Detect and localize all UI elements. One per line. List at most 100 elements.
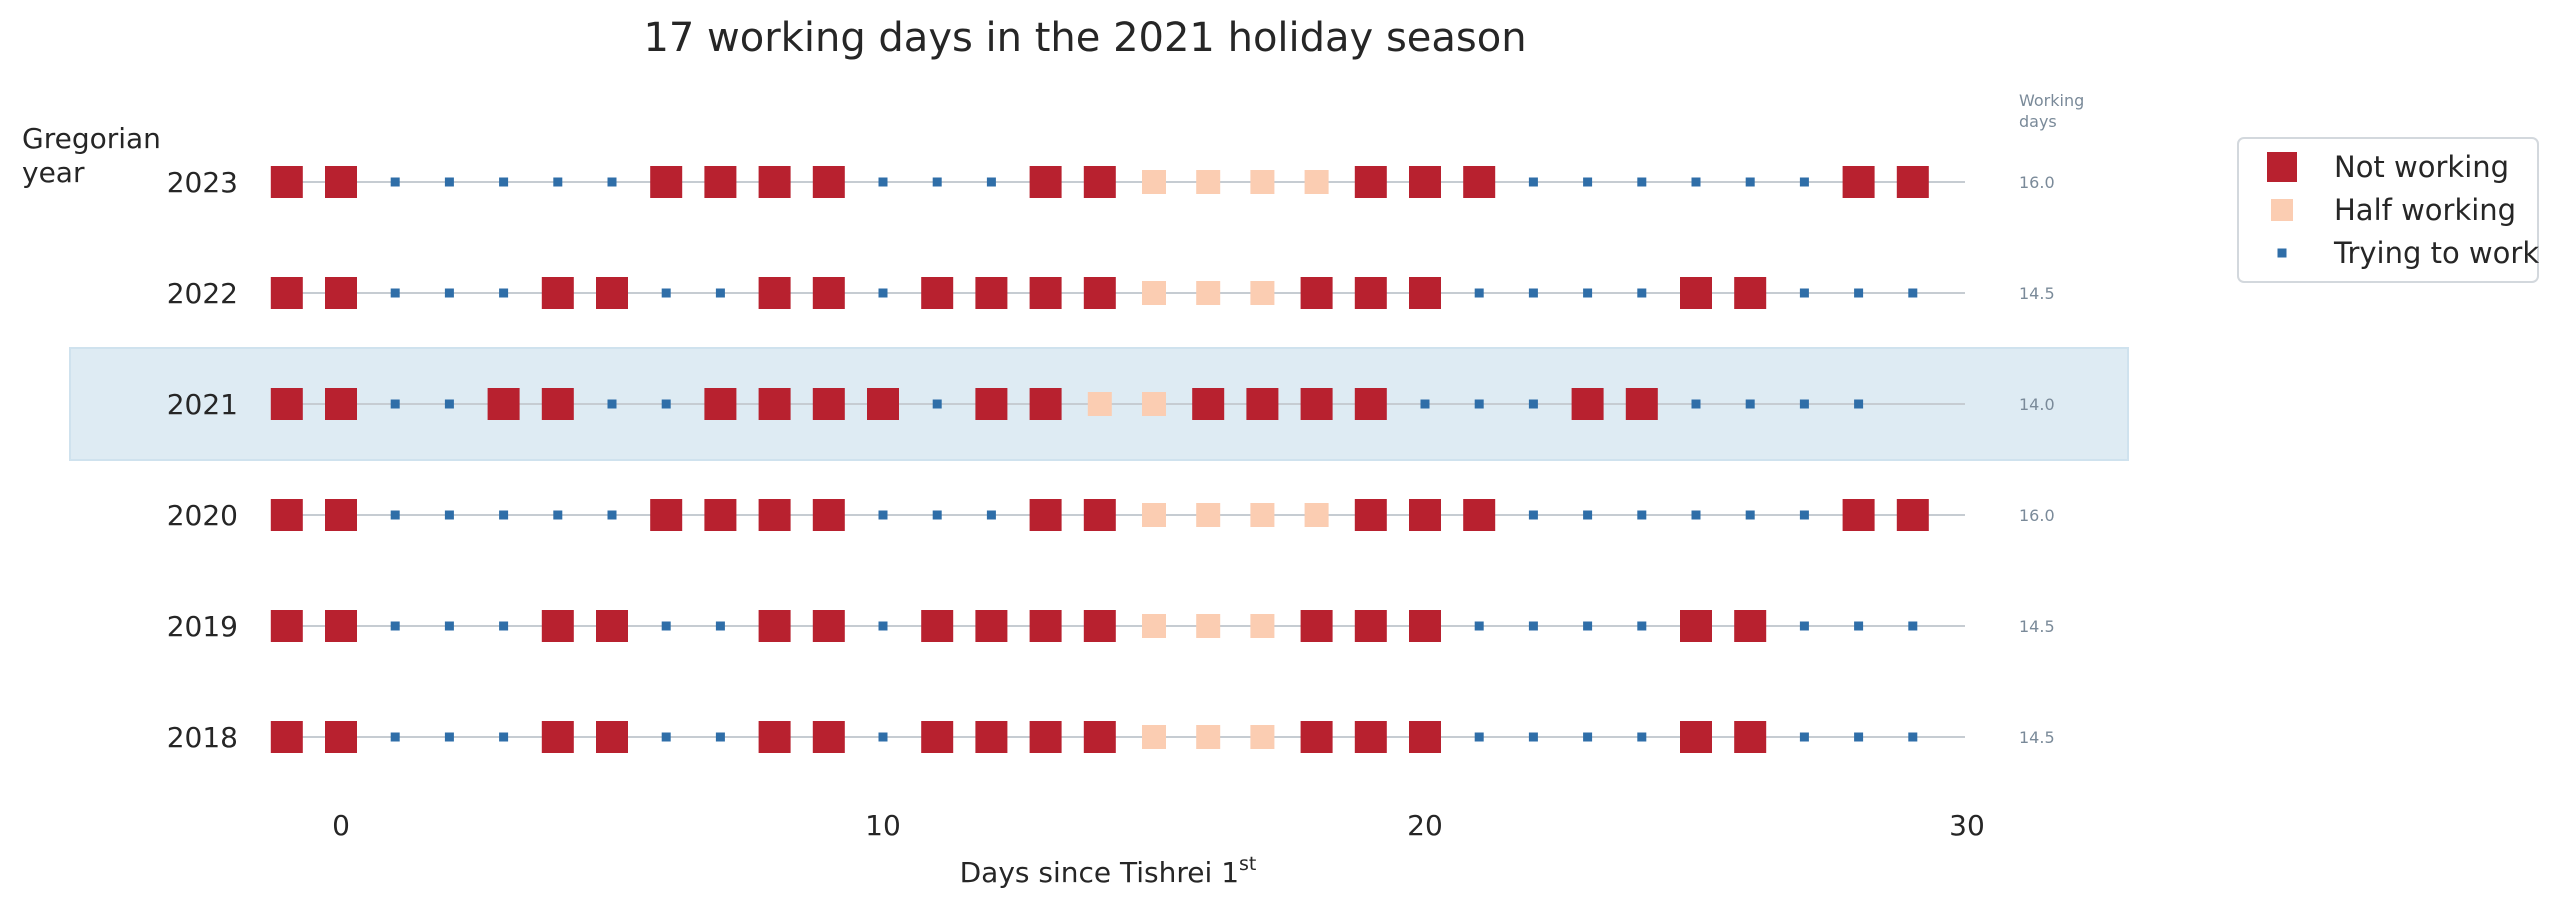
legend-label: Half working	[2334, 193, 2516, 227]
day-marker-half-working	[1250, 170, 1275, 194]
day-marker-not-working	[325, 721, 357, 753]
day-marker-not-working	[1409, 721, 1441, 753]
day-marker-not-working	[1354, 610, 1387, 642]
day-marker-not-working	[704, 499, 737, 531]
day-marker-not-working	[1354, 166, 1387, 198]
legend-marker-half-working	[2271, 199, 2293, 221]
day-marker-not-working	[487, 388, 520, 420]
day-marker-not-working	[270, 166, 303, 198]
day-marker-not-working	[1083, 610, 1116, 642]
day-marker-trying	[1528, 621, 1538, 631]
day-marker-trying	[1854, 732, 1864, 742]
day-marker-not-working	[270, 277, 303, 309]
year-row-2020: 2020 16.0	[167, 499, 2055, 532]
day-marker-not-working	[1029, 388, 1062, 420]
day-marker-trying	[1528, 399, 1538, 409]
chart-title: 17 working days in the 2021 holiday seas…	[643, 15, 1526, 61]
day-marker-not-working	[867, 388, 899, 420]
day-marker-not-working	[1896, 499, 1929, 531]
day-marker-not-working	[812, 166, 845, 198]
day-marker-trying	[444, 288, 454, 298]
day-marker-not-working	[758, 610, 791, 642]
x-tick-label: 0	[332, 809, 350, 842]
year-row-2021: 2021 14.0	[167, 388, 2055, 421]
day-marker-not-working	[1354, 721, 1387, 753]
day-marker-not-working	[758, 499, 791, 531]
year-row-2019: 2019 14.5	[167, 610, 2055, 643]
y-tick-label: 2018	[167, 721, 238, 754]
day-marker-not-working	[1842, 166, 1875, 198]
day-marker-trying	[1583, 621, 1593, 631]
day-marker-trying	[1583, 732, 1593, 742]
day-marker-trying	[607, 510, 617, 520]
day-marker-not-working	[1680, 610, 1712, 642]
day-marker-trying	[661, 399, 671, 409]
day-marker-not-working	[1354, 388, 1387, 420]
day-marker-trying	[878, 510, 888, 520]
legend: Not working Half working Trying to work	[2237, 137, 2539, 283]
day-marker-not-working	[1571, 388, 1604, 420]
day-marker-not-working	[975, 610, 1008, 642]
day-marker-not-working	[270, 388, 303, 420]
day-marker-trying	[1799, 510, 1809, 520]
day-marker-trying	[444, 732, 454, 742]
day-marker-not-working	[1354, 499, 1387, 531]
day-marker-trying	[390, 732, 400, 742]
day-marker-not-working	[1029, 721, 1062, 753]
day-marker-trying	[1637, 288, 1647, 298]
day-marker-not-working	[1734, 610, 1767, 642]
day-marker-trying	[1908, 288, 1918, 298]
day-marker-not-working	[975, 277, 1008, 309]
day-marker-not-working	[704, 388, 737, 420]
day-marker-not-working	[1300, 610, 1333, 642]
legend-marker-trying	[2277, 248, 2287, 258]
day-marker-half-working	[1142, 392, 1166, 416]
day-marker-half-working	[1250, 503, 1275, 527]
day-marker-trying	[390, 621, 400, 631]
day-marker-half-working	[1250, 725, 1275, 749]
day-marker-not-working	[270, 721, 303, 753]
day-marker-trying	[1583, 177, 1593, 187]
year-row-2018: 2018 14.5	[167, 721, 2055, 754]
day-marker-not-working	[1029, 499, 1062, 531]
day-marker-trying	[444, 177, 454, 187]
day-marker-not-working	[650, 499, 683, 531]
y-tick-label: 2020	[167, 499, 238, 532]
day-marker-not-working	[1029, 166, 1062, 198]
day-marker-half-working	[1250, 281, 1275, 305]
day-marker-half-working	[1142, 614, 1166, 638]
day-marker-not-working	[1409, 610, 1441, 642]
day-marker-trying	[1854, 399, 1864, 409]
day-marker-not-working	[270, 499, 303, 531]
day-marker-trying	[986, 510, 996, 520]
day-marker-not-working	[921, 721, 954, 753]
day-marker-not-working	[596, 277, 628, 309]
day-marker-trying	[715, 621, 725, 631]
day-marker-not-working	[1029, 277, 1062, 309]
day-marker-half-working	[1142, 170, 1166, 194]
day-marker-not-working	[812, 388, 845, 420]
day-marker-not-working	[1680, 721, 1712, 753]
y-tick-label: 2019	[167, 610, 238, 643]
day-marker-not-working	[325, 499, 357, 531]
day-marker-not-working	[975, 388, 1008, 420]
day-marker-not-working	[650, 166, 683, 198]
day-marker-trying	[1691, 399, 1701, 409]
day-marker-trying	[986, 177, 996, 187]
day-marker-half-working	[1304, 503, 1329, 527]
day-marker-half-working	[1087, 392, 1112, 416]
day-marker-trying	[390, 510, 400, 520]
legend-marker-not-working	[2267, 152, 2297, 182]
day-marker-trying	[553, 510, 563, 520]
day-marker-trying	[499, 732, 509, 742]
day-marker-trying	[1799, 621, 1809, 631]
day-marker-half-working	[1196, 725, 1221, 749]
day-marker-not-working	[921, 277, 954, 309]
day-marker-not-working	[1463, 166, 1496, 198]
day-marker-not-working	[541, 277, 574, 309]
working-days-value: 14.5	[2019, 617, 2055, 636]
working-days-value: 16.0	[2019, 173, 2055, 192]
day-marker-not-working	[1083, 721, 1116, 753]
day-marker-not-working	[975, 721, 1008, 753]
legend-frame	[2237, 137, 2539, 283]
